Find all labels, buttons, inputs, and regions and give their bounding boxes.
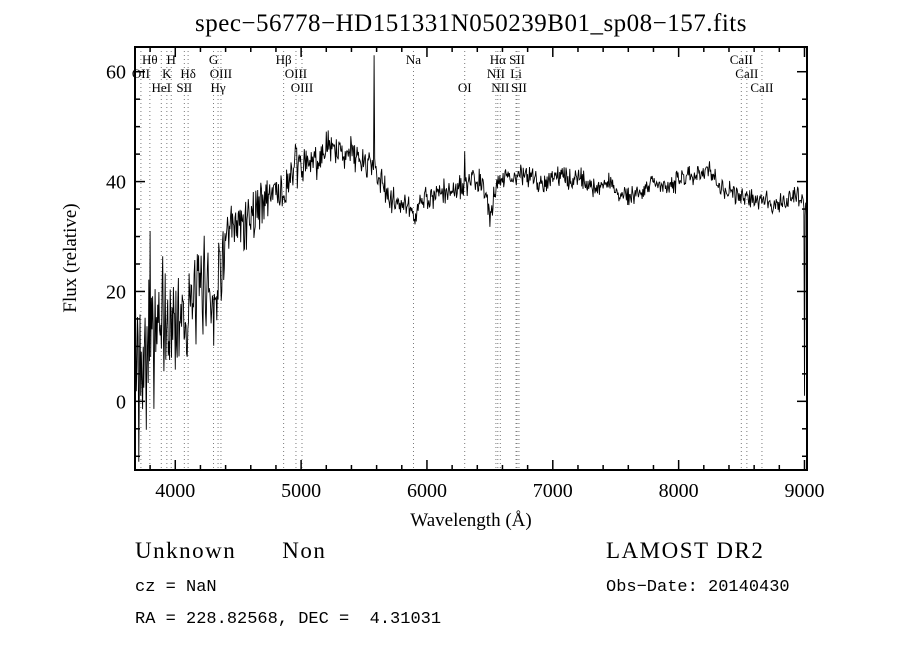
y-axis-label: Flux (relative) — [60, 203, 81, 312]
y-tick-label: 0 — [116, 391, 126, 413]
y-tick-label: 20 — [106, 281, 126, 303]
spectrum-trace-group — [135, 55, 807, 462]
y-tick-label: 60 — [106, 62, 126, 84]
spectral-line-label: HeI — [152, 80, 172, 95]
spectral-line-label: K — [162, 66, 172, 81]
x-tick-label: 4000 — [155, 480, 195, 502]
spectral-line-label: CaII — [735, 66, 758, 81]
spectral-line-label: Na — [406, 52, 421, 67]
subclass-label: Non — [282, 538, 327, 563]
spectral-line-label: Hθ — [142, 52, 158, 67]
spectral-line-label: OII — [132, 66, 150, 81]
spectral-line-label: Hγ — [210, 80, 225, 95]
plot-frame — [134, 46, 808, 471]
spectral-line-label: OI — [458, 80, 472, 95]
spectral-line-label: Li — [510, 66, 522, 81]
spectral-line-label: OIII — [291, 80, 313, 95]
spectral-line-label: SII — [509, 52, 525, 67]
spectral-line-label: NII — [487, 66, 505, 81]
ra-dec-value: RA = 228.82568, DEC = 4.31031 — [135, 610, 442, 629]
spectrum-trace — [135, 55, 807, 462]
spectral-line-label: G — [209, 52, 218, 67]
spectral-line-label: SII — [511, 80, 527, 95]
classification-label: Unknown — [135, 538, 237, 563]
spectral-line-label: OIII — [210, 66, 232, 81]
chart-title: spec−56778−HD151331N050239B01_sp08−157.f… — [195, 10, 747, 37]
survey-label: LAMOST DR2 — [606, 538, 765, 563]
spectral-line-markers — [140, 47, 763, 470]
spectral-line-label: Hδ — [180, 66, 196, 81]
spectral-line-label: CaII — [730, 52, 753, 67]
spectral-line-label: Hβ — [276, 52, 292, 67]
spectral-line-label: H — [167, 52, 176, 67]
x-tick-label: 9000 — [784, 480, 824, 502]
spectral-line-label: OIII — [285, 66, 307, 81]
spectral-line-label: SII — [176, 80, 192, 95]
x-axis-label: Wavelength (Å) — [410, 510, 531, 531]
x-tick-label: 7000 — [533, 480, 573, 502]
obs-date: Obs−Date: 20140430 — [606, 578, 790, 597]
spectral-line-label: Hα — [490, 52, 506, 67]
x-tick-label: 6000 — [407, 480, 447, 502]
spectral-line-label: NII — [491, 80, 509, 95]
x-tick-label: 8000 — [659, 480, 699, 502]
chart-text-group: spec−56778−HD151331N050239B01_sp08−157.f… — [60, 10, 747, 531]
classification-line: Unknown Non — [135, 538, 326, 564]
cz-value: cz = NaN — [135, 578, 217, 597]
x-tick-label: 5000 — [281, 480, 321, 502]
axes-group: 4000 5000 6000 7000 8000 9000 0 20 40 60 — [106, 46, 824, 502]
y-tick-label: 40 — [106, 172, 126, 194]
spectral-line-labels: OIIHθHeIKHSIIHδGHγOIIIHβOIIIOIIINaOINIIH… — [132, 52, 774, 95]
spectral-line-label: CaII — [750, 80, 773, 95]
